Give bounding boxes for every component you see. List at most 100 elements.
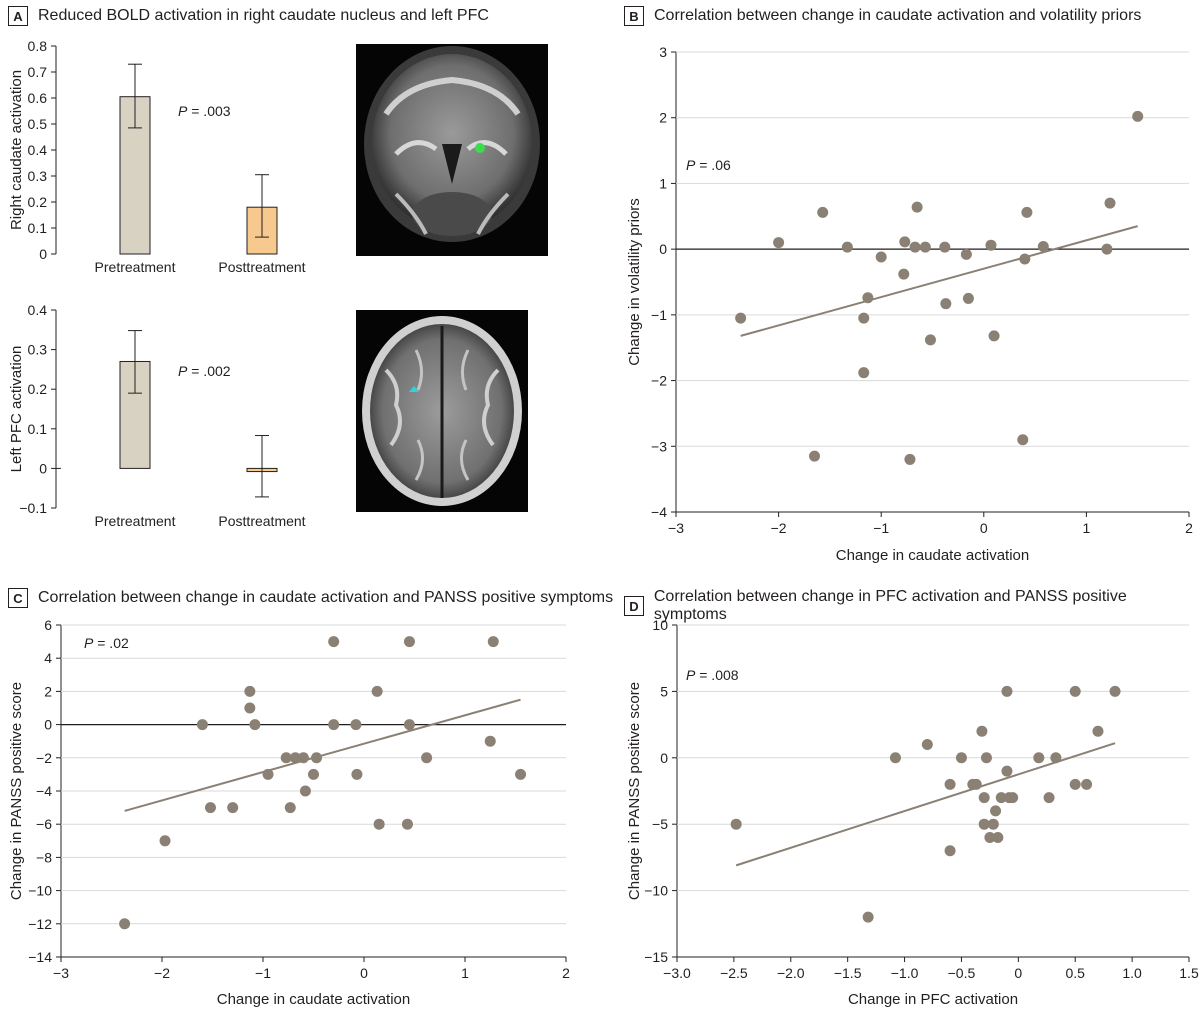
chart-c-point <box>244 685 256 697</box>
chart-a-top-y-tick-label: 0 <box>39 246 47 262</box>
chart-d-point <box>1001 765 1013 777</box>
chart-b-x-tick-label: 2 <box>1185 520 1193 536</box>
chart-b-point <box>1104 197 1116 209</box>
chart-d-y-tick-label: −15 <box>644 949 668 965</box>
chart-c-x-label: Change in caudate activation <box>217 991 410 1008</box>
chart-c-fit-line <box>124 698 521 812</box>
chart-d-point <box>990 805 1002 817</box>
chart-b-x-tick-label: −3 <box>668 520 684 536</box>
chart-b-point <box>817 206 829 218</box>
pfc-roi-marker <box>409 386 419 392</box>
chart-d-y-tick-label: 0 <box>660 750 668 766</box>
chart-c-point <box>311 752 323 764</box>
chart-d-point <box>970 778 982 790</box>
brain-axial-image <box>356 310 528 512</box>
chart-b-y-tick-label: 3 <box>659 44 667 60</box>
chart-c-y-tick-label: −10 <box>28 883 52 899</box>
chart-d-point <box>955 752 967 764</box>
chart-d-point <box>944 845 956 857</box>
chart-a-top-category-label: Posttreatment <box>218 259 305 275</box>
chart-d-point <box>980 752 992 764</box>
chart-b-point <box>1019 253 1031 265</box>
chart-c-point <box>297 752 309 764</box>
chart-a-top-y-label: Right caudate activation <box>8 70 25 230</box>
chart-a-bottom-y-tick-label: 0.3 <box>28 342 48 358</box>
chart-c-y-tick-label: 4 <box>44 650 52 666</box>
chart-a-bottom-y-tick-label: −0.1 <box>19 500 47 516</box>
chart-b-point <box>909 241 921 253</box>
chart-b-point <box>773 237 785 249</box>
chart-a-bottom-y-tick-label: 0.1 <box>28 421 48 437</box>
chart-b-x-tick-label: −2 <box>771 520 787 536</box>
chart-b-point <box>899 236 911 248</box>
chart-b-point <box>841 241 853 253</box>
chart-d-point <box>1069 778 1081 790</box>
chart-a-top-y-tick-label: 0.3 <box>28 168 48 184</box>
chart-a-top-y-tick-label: 0.5 <box>28 116 48 132</box>
chart-c-x-tick-label: 1 <box>461 965 469 981</box>
chart-d-point <box>1007 792 1019 804</box>
chart-c-y-tick-label: −6 <box>36 816 52 832</box>
panel-d-badge: D <box>624 596 644 616</box>
panel-c-title: Correlation between change in caudate ac… <box>38 589 614 606</box>
chart-c-point <box>244 702 256 714</box>
chart-b-y-label: Change in volatility priors <box>626 198 643 366</box>
chart-a-top-y-tick-label: 0.6 <box>28 90 48 106</box>
brain-axial-icon <box>362 316 522 506</box>
chart-c-y-tick-label: −8 <box>36 849 52 865</box>
chart-d-p-value: P = .008 <box>686 667 739 683</box>
chart-d-point <box>862 911 874 923</box>
chart-b-point <box>1101 243 1113 255</box>
panel-b-header: B Correlation between change in caudate … <box>624 6 1141 26</box>
chart-b-x-tick-label: 1 <box>1083 520 1091 536</box>
chart-b-point <box>962 292 974 304</box>
chart-c-y-tick-label: −2 <box>36 750 52 766</box>
chart-c-y-label: Change in PANSS positive score <box>8 682 25 900</box>
chart-a-bottom-y-tick-label: 0.4 <box>28 302 48 318</box>
chart-c-point <box>196 719 208 731</box>
brain-coronal-icon <box>364 46 540 242</box>
chart-d-x-tick-label: −3.0 <box>663 965 691 981</box>
chart-d-point <box>987 818 999 830</box>
chart-b-x-tick-label: 0 <box>980 520 988 536</box>
chart-c-point <box>299 785 311 797</box>
chart-c-y-tick-label: 0 <box>44 717 52 733</box>
chart-b-y-tick-label: −4 <box>651 504 667 520</box>
panel-a-badge: A <box>8 6 28 26</box>
chart-d-x-tick-label: −1.5 <box>834 965 862 981</box>
chart-a-top-y-tick-label: 0.4 <box>28 142 48 158</box>
chart-b-point <box>1132 110 1144 122</box>
chart-c-point <box>249 719 261 731</box>
chart-c-point <box>119 918 131 930</box>
chart-d-point <box>1033 752 1045 764</box>
chart-a-top-category-label: Pretreatment <box>95 259 176 275</box>
chart-d-point <box>1043 792 1055 804</box>
chart-b-y-tick-label: −1 <box>651 307 667 323</box>
chart-b-point <box>735 312 747 324</box>
chart-d-y-tick-label: 5 <box>660 683 668 699</box>
chart-b-point <box>858 367 870 379</box>
chart-b-point <box>904 453 916 465</box>
chart-c-point <box>351 768 363 780</box>
chart-d-y-tick-label: −5 <box>652 816 668 832</box>
panel-a-title: Reduced BOLD activation in right caudate… <box>38 7 489 24</box>
chart-d-point <box>1001 685 1013 697</box>
chart-c-point <box>371 685 383 697</box>
chart-c-point <box>401 818 413 830</box>
caudate-roi-marker <box>475 143 485 153</box>
chart-b-point <box>985 239 997 251</box>
chart-b-x-label: Change in caudate activation <box>836 547 1029 564</box>
brain-coronal-image <box>356 44 548 256</box>
panel-d-header: D Correlation between change in PFC acti… <box>624 588 1200 624</box>
chart-c-point <box>515 768 527 780</box>
chart-d-y-tick-label: 10 <box>652 617 668 633</box>
chart-d-fit-line <box>735 742 1116 867</box>
chart-b-y-tick-label: −2 <box>651 373 667 389</box>
chart-b-point <box>940 298 952 310</box>
chart-c-point <box>308 768 319 780</box>
chart-b-y-tick-label: 2 <box>659 110 667 126</box>
chart-d-x-tick-label: −2.5 <box>720 965 748 981</box>
chart-a-bottom-y-tick-label: 0 <box>39 460 47 476</box>
chart-b-point <box>939 241 951 253</box>
chart-c-point <box>262 768 274 780</box>
